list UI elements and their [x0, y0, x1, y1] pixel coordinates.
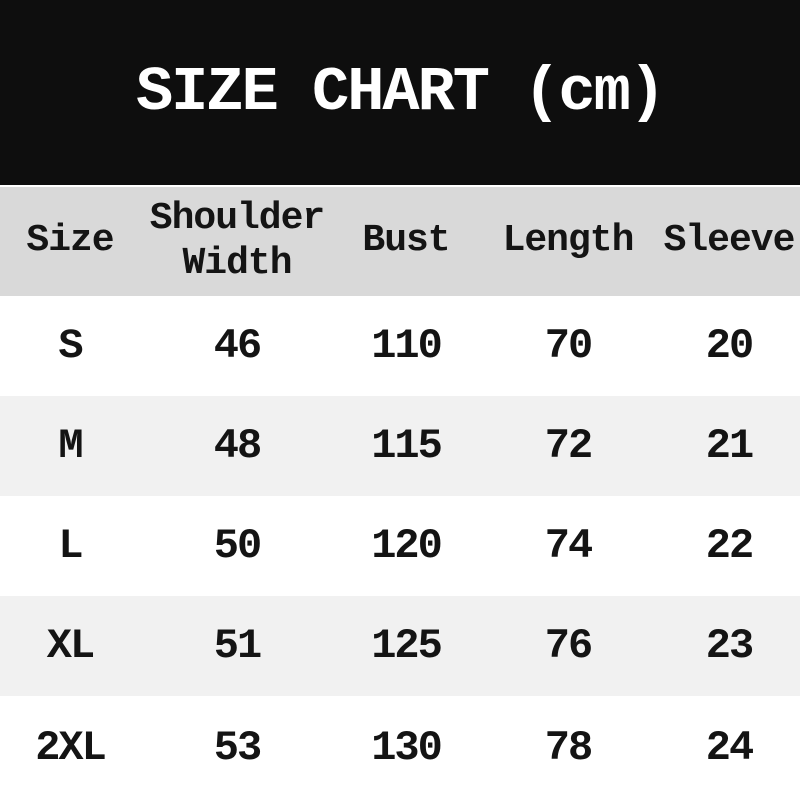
length-cell: 74	[544, 522, 593, 570]
size-cell: S	[58, 322, 83, 370]
header-sleeve: Sleeve	[663, 219, 796, 263]
size-cell: M	[58, 422, 83, 470]
header-length: Length	[502, 219, 635, 263]
length-cell: 78	[544, 724, 593, 772]
length-cell: 72	[544, 422, 593, 470]
title-banner: SIZE CHART (cm)	[0, 0, 800, 187]
table-row-m: M 48 115 72 21	[0, 396, 800, 496]
sleeve-cell: 22	[705, 522, 754, 570]
bust-cell: 120	[371, 522, 443, 570]
header-shoulder-width: Shoulder Width	[149, 196, 325, 285]
size-cell: L	[58, 522, 83, 570]
length-cell: 70	[544, 322, 593, 370]
table-row-xl: XL 51 125 76 23	[0, 596, 800, 696]
chart-title: SIZE CHART (cm)	[135, 57, 666, 128]
table-row-2xl: 2XL 53 130 78 24	[0, 696, 800, 800]
length-cell: 76	[544, 622, 593, 670]
size-cell: XL	[46, 622, 95, 670]
sleeve-cell: 23	[705, 622, 754, 670]
table-header-row: Size Shoulder Width Bust Length Sleeve	[0, 187, 800, 296]
sleeve-cell: 21	[705, 422, 754, 470]
size-chart-table: Size Shoulder Width Bust Length Sleeve S…	[0, 187, 800, 800]
shoulder-cell: 48	[213, 422, 262, 470]
shoulder-cell: 50	[213, 522, 262, 570]
header-bust: Bust	[362, 219, 450, 263]
bust-cell: 110	[371, 322, 443, 370]
bust-cell: 125	[371, 622, 443, 670]
header-size: Size	[26, 219, 114, 263]
shoulder-cell: 53	[213, 724, 262, 772]
table-row-l: L 50 120 74 22	[0, 496, 800, 596]
bust-cell: 115	[371, 422, 443, 470]
sleeve-cell: 24	[705, 724, 754, 772]
table-row-s: S 46 110 70 20	[0, 296, 800, 396]
shoulder-cell: 46	[213, 322, 262, 370]
shoulder-cell: 51	[213, 622, 262, 670]
sleeve-cell: 20	[705, 322, 754, 370]
bust-cell: 130	[371, 724, 443, 772]
size-cell: 2XL	[35, 724, 107, 772]
